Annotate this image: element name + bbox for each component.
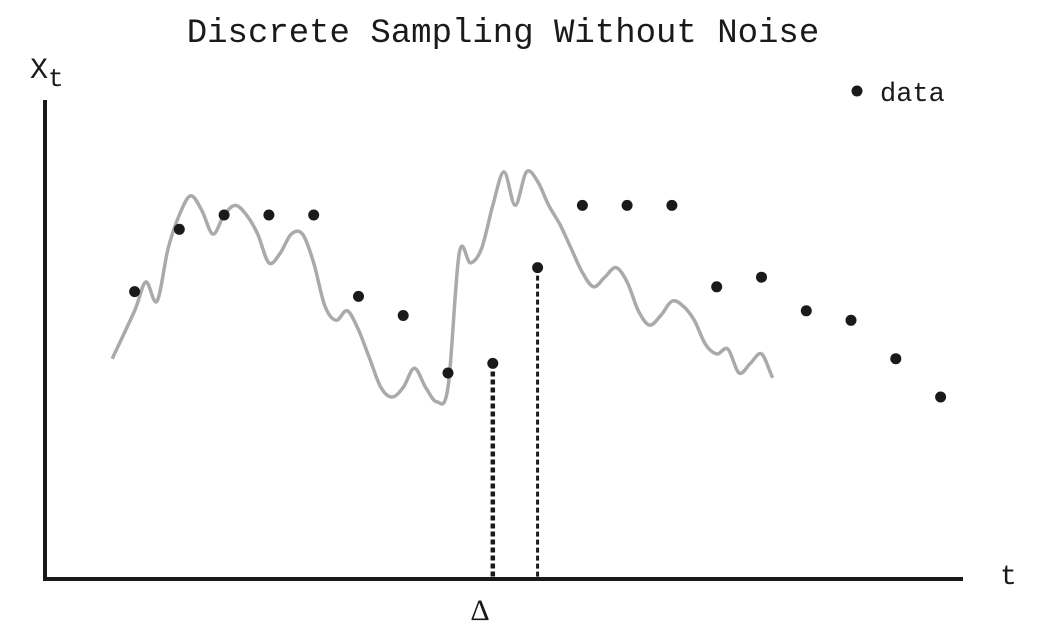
delta-label: Δ xyxy=(470,594,489,627)
data-point xyxy=(711,281,723,293)
data-point xyxy=(173,223,185,235)
data-points xyxy=(129,199,947,403)
x-axis-label: t xyxy=(1000,562,1017,593)
data-point xyxy=(129,286,141,298)
legend-label: data xyxy=(880,80,945,110)
data-point xyxy=(800,305,812,317)
data-point xyxy=(666,199,678,211)
legend: data xyxy=(851,80,945,110)
data-point xyxy=(576,199,588,211)
path-curve xyxy=(110,169,775,406)
data-point xyxy=(890,353,902,365)
data-point xyxy=(845,314,857,326)
delta-lines xyxy=(490,267,540,579)
y-axis-label: Xt xyxy=(30,54,64,94)
data-point xyxy=(935,391,947,403)
legend-marker xyxy=(851,85,863,97)
data-point xyxy=(532,262,544,274)
data-point xyxy=(442,367,454,379)
data-point xyxy=(263,209,275,221)
data-point xyxy=(397,310,409,321)
data-point xyxy=(218,209,230,221)
data-point xyxy=(353,290,364,302)
data-point xyxy=(621,199,633,211)
data-point xyxy=(308,209,320,221)
data-point xyxy=(756,271,767,283)
chart-title: Discrete Sampling Without Noise xyxy=(187,15,820,53)
data-point xyxy=(487,357,499,369)
